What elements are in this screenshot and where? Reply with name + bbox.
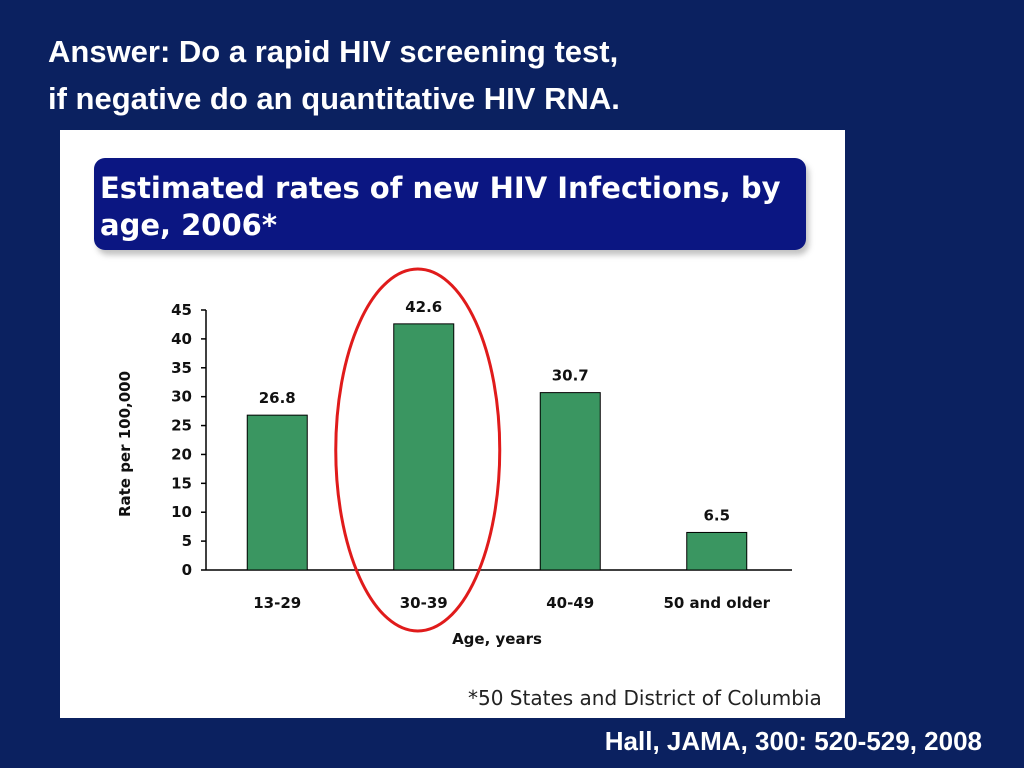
y-tick-label-3: 15 (171, 474, 192, 492)
slide-title-line-2: if negative do an quantitative HIV RNA. (48, 81, 620, 116)
data-label-50 and older: 6.5 (703, 506, 730, 524)
citation: Hall, JAMA, 300: 520-529, 2008 (604, 726, 982, 756)
bar-50 and older (686, 531, 748, 571)
data-label-13-29: 26.8 (259, 389, 296, 407)
bar-30-39 (393, 323, 455, 571)
bar-40-49 (539, 392, 601, 571)
x-tick-label-13-29: 13-29 (253, 594, 301, 612)
y-tick-label-8: 40 (171, 330, 192, 348)
y-axis-label: Rate per 100,000 (116, 371, 134, 517)
y-tick-label-2: 10 (171, 503, 192, 521)
chart-title: Estimated rates of new HIV Infections, b… (100, 171, 781, 242)
data-label-40-49: 30.7 (552, 367, 589, 385)
bar-13-29 (246, 414, 308, 571)
y-tick-label-4: 20 (171, 445, 192, 463)
y-tick-label-6: 30 (171, 388, 192, 406)
y-tick-label-0: 0 (182, 561, 192, 579)
x-tick-label-50 and older: 50 and older (663, 594, 770, 612)
slide-title-line-1: Answer: Do a rapid HIV screening test, (48, 34, 619, 69)
chart-figure: Estimated rates of new HIV Infections, b… (60, 130, 845, 718)
x-tick-label-30-39: 30-39 (400, 594, 448, 612)
x-axis-label: Age, years (452, 630, 542, 648)
highlight-ellipse (334, 267, 502, 633)
y-tick-label-5: 25 (171, 417, 192, 435)
data-label-30-39: 42.6 (405, 298, 442, 316)
y-tick-label-9: 45 (171, 301, 192, 319)
chart-title-banner: Estimated rates of new HIV Infections, b… (94, 158, 806, 250)
chart-footnote: *50 States and District of Columbia (468, 686, 822, 710)
y-tick-label-7: 35 (171, 359, 192, 377)
y-tick-label-1: 5 (182, 532, 192, 550)
bar-chart: 0 5 10 15 20 25 30 35 40 45 26.8 13-29 42.6 30-39 30.7… (116, 267, 792, 648)
x-tick-label-40-49: 40-49 (546, 594, 594, 612)
slide-title: Answer: Do a rapid HIV screening test, i… (48, 28, 620, 122)
